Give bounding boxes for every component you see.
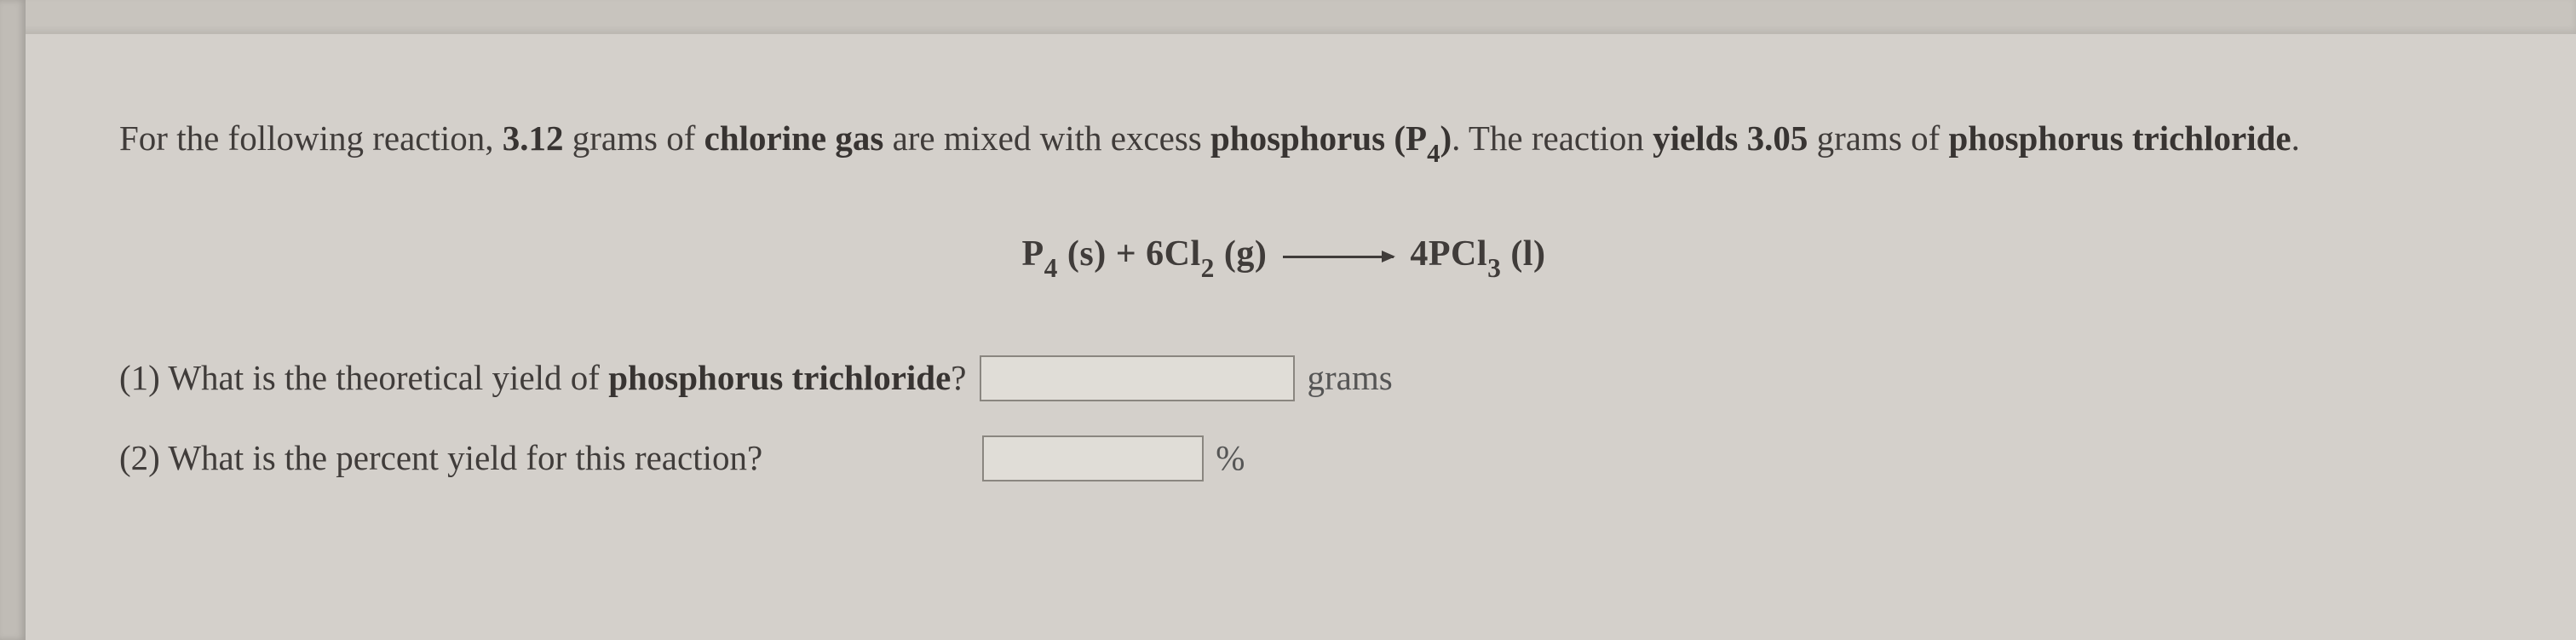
- yields-word: yields: [1653, 118, 1738, 158]
- page-top-shadow: [0, 0, 2576, 34]
- reagent-chlorine: chlorine gas: [704, 118, 884, 158]
- percent-yield-input[interactable]: [982, 435, 1204, 481]
- eq-rhs-state: (l): [1501, 234, 1545, 274]
- intro-prefix: For the following reaction,: [119, 118, 503, 158]
- question-2-text: (2) What is the percent yield for this r…: [119, 430, 762, 487]
- mass-product-value: 3.05: [1747, 118, 1808, 158]
- q1-bold: phosphorus trichloride: [608, 358, 951, 397]
- question-2-row: (2) What is the percent yield for this r…: [119, 430, 2448, 487]
- problem-intro: For the following reaction, 3.12 grams o…: [119, 111, 2448, 170]
- page-left-edge: [0, 0, 26, 640]
- reaction-arrow: [1283, 256, 1394, 258]
- eq-p4-sub: 4: [1044, 253, 1058, 283]
- mass-cl2-value: 3.12: [503, 118, 564, 158]
- chemical-equation: P4 (s) + 6Cl2 (g) 4PCl3 (l): [119, 226, 2448, 286]
- problem-content: For the following reaction, 3.12 grams o…: [119, 111, 2448, 510]
- eq-pcl3-sub: 3: [1487, 253, 1501, 283]
- question-1-text: (1) What is the theoretical yield of pho…: [119, 350, 966, 406]
- space-1: [1738, 118, 1746, 158]
- eq-cl2-sub: 2: [1201, 253, 1215, 283]
- intro-period: .: [2291, 118, 2300, 158]
- intro-mid-2: . The reaction: [1452, 118, 1653, 158]
- mass-cl2-unit: grams of: [564, 118, 704, 158]
- eq-lhs-state-2: (g): [1215, 234, 1276, 274]
- reagent-p-name: phosphorus (P: [1210, 118, 1427, 158]
- theoretical-yield-input[interactable]: [980, 355, 1295, 401]
- question-1-row: (1) What is the theoretical yield of pho…: [119, 350, 2448, 406]
- eq-rhs-coeff: 4PCl: [1400, 234, 1487, 274]
- mass-product-unit: grams of: [1808, 118, 1948, 158]
- q1-qmark: ?: [951, 358, 966, 397]
- eq-lhs-state-1: (s) + 6Cl: [1058, 234, 1201, 274]
- q1-unit: grams: [1307, 350, 1392, 406]
- q2-unit: %: [1216, 430, 1245, 487]
- intro-mid-1: are mixed with excess: [883, 118, 1210, 158]
- q1-label: (1) What is the theoretical yield of: [119, 358, 608, 397]
- reagent-phosphorus: phosphorus (P4): [1210, 118, 1452, 158]
- eq-p4: P: [1022, 234, 1044, 274]
- reagent-p-close: ): [1440, 118, 1452, 158]
- reagent-p-sub: 4: [1427, 139, 1440, 168]
- product-name: phosphorus trichloride: [1949, 118, 2291, 158]
